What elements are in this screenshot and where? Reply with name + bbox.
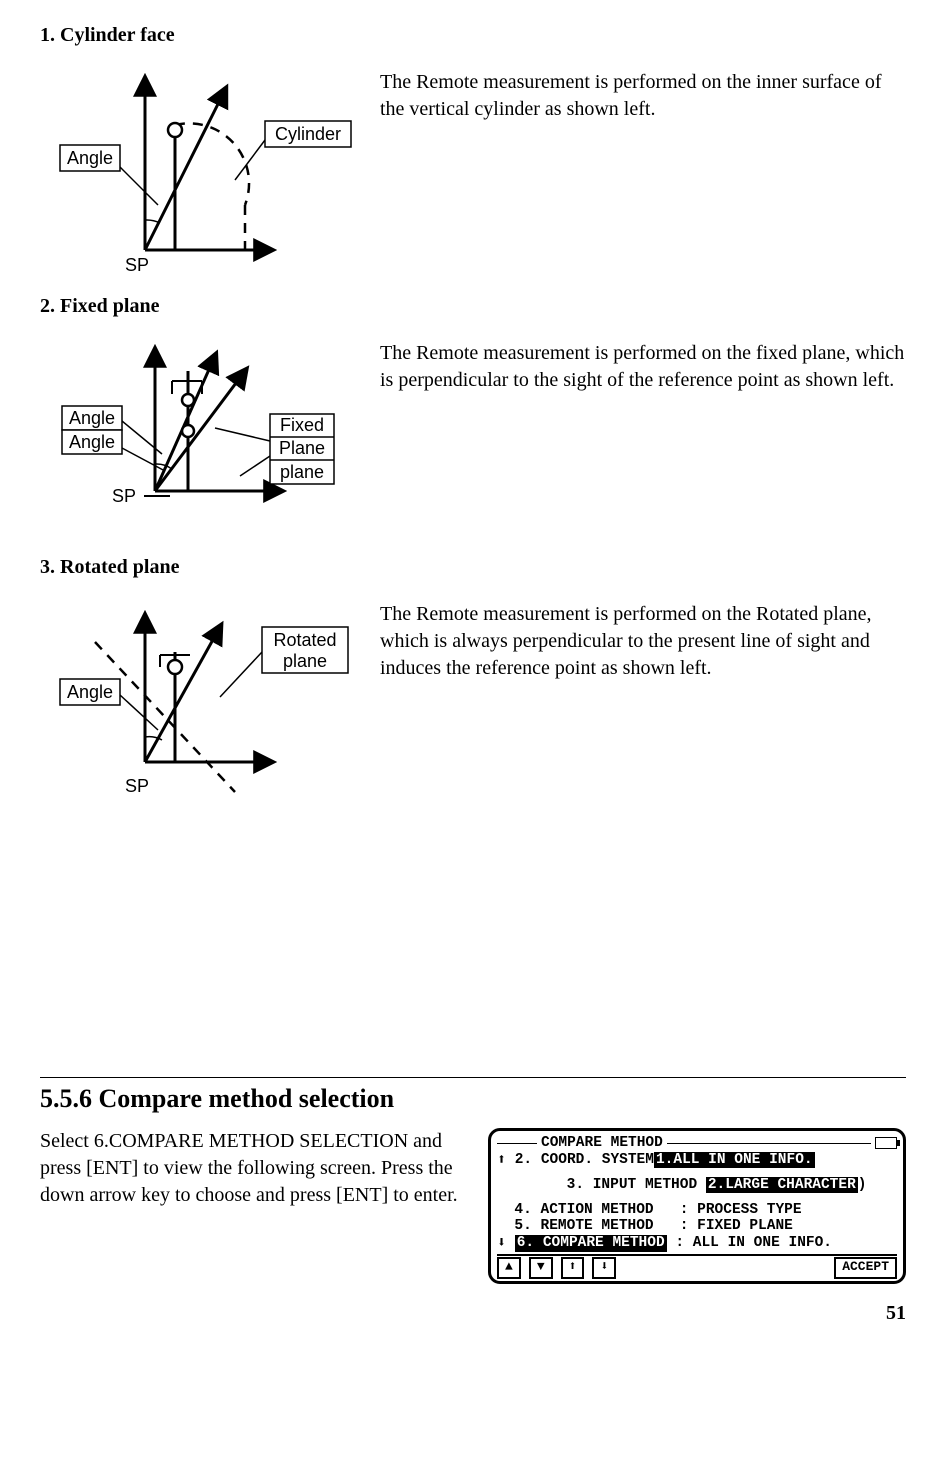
section-3-title: 3. Rotated plane xyxy=(40,556,906,579)
lcd-r2c: ) xyxy=(858,1177,867,1194)
lcd-r5a: 6. COMPARE METHOD xyxy=(515,1235,667,1252)
lcd-r1a: 2. COORD. SYSTEM xyxy=(515,1152,654,1169)
lcd-r3: 4. ACTION METHOD : PROCESS TYPE xyxy=(514,1202,801,1219)
lcd-r2a: 3. INPUT METHOD xyxy=(567,1177,706,1194)
lcd-btn-right[interactable]: ⬇ xyxy=(592,1257,616,1279)
compare-row: Select 6.COMPARE METHOD SELECTION and pr… xyxy=(40,1128,906,1284)
label-angle-2a: Angle xyxy=(69,408,115,428)
section-1-title: 1. Cylinder face xyxy=(40,24,906,47)
section-1-text: The Remote measurement is performed on t… xyxy=(380,65,906,123)
section-1-row: Cylinder Angle SP The Remote measurement… xyxy=(40,65,906,275)
label-angle-2b: Angle xyxy=(69,432,115,452)
lcd-r5b: : ALL IN ONE INFO. xyxy=(667,1235,832,1252)
label-cylinder: Cylinder xyxy=(275,124,341,144)
lcd-header: COMPARE METHOD xyxy=(541,1135,663,1152)
label-rotated-2: plane xyxy=(283,651,327,671)
lcd-r1b: 1.ALL IN ONE INFO. xyxy=(654,1152,815,1169)
section-2-row: Fixed Plane plane Angle Angle SP The Rem… xyxy=(40,336,906,536)
section-3-row: Rotated plane Angle SP The Remote measur… xyxy=(40,597,906,817)
diagram-2: Fixed Plane plane Angle Angle SP xyxy=(40,336,380,536)
section-3-text: The Remote measurement is performed on t… xyxy=(380,597,906,682)
label-rotated-1: Rotated xyxy=(273,630,336,650)
battery-icon xyxy=(875,1137,897,1149)
section-2-text: The Remote measurement is performed on t… xyxy=(380,336,906,394)
compare-title: 5.5.6 Compare method selection xyxy=(40,1084,906,1114)
lcd-r2b: 2.LARGE CHARACTER xyxy=(706,1177,858,1194)
label-fixed-3: plane xyxy=(280,462,324,482)
section-2-title: 2. Fixed plane xyxy=(40,295,906,318)
down-arrow-icon: ⬇ xyxy=(497,1236,506,1251)
label-sp-1: SP xyxy=(125,255,149,275)
label-angle-1: Angle xyxy=(67,148,113,168)
lcd-btn-up[interactable]: ▲ xyxy=(497,1257,521,1279)
compare-text: Select 6.COMPARE METHOD SELECTION and pr… xyxy=(40,1128,478,1209)
page-number: 51 xyxy=(40,1302,906,1325)
label-sp-2: SP xyxy=(112,486,136,506)
label-angle-3: Angle xyxy=(67,682,113,702)
label-fixed-1: Fixed xyxy=(280,415,324,435)
diagram-3: Rotated plane Angle SP xyxy=(40,597,380,817)
label-sp-3: SP xyxy=(125,776,149,796)
up-arrow-icon: ⬆ xyxy=(497,1153,506,1168)
lcd-btn-down[interactable]: ▼ xyxy=(529,1257,553,1279)
lcd-screen: COMPARE METHOD ⬆ 2. COORD. SYSTEM1.ALL I… xyxy=(488,1128,906,1284)
lcd-btn-accept[interactable]: ACCEPT xyxy=(834,1257,897,1279)
lcd-btn-left[interactable]: ⬆ xyxy=(561,1257,585,1279)
label-fixed-2: Plane xyxy=(279,438,325,458)
separator-line xyxy=(40,1077,906,1078)
lcd-r4: 5. REMOTE METHOD : FIXED PLANE xyxy=(514,1218,792,1235)
diagram-1: Cylinder Angle SP xyxy=(40,65,380,275)
